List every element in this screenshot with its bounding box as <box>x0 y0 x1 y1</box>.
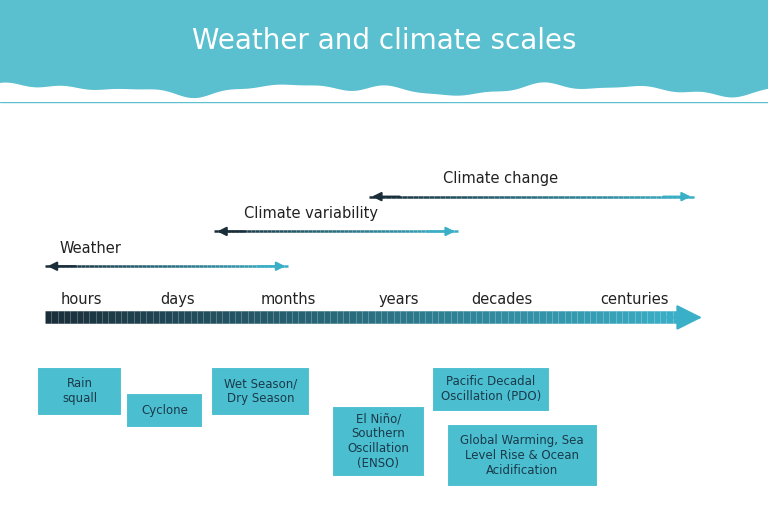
Text: Pacific Decadal
Oscillation (PDO): Pacific Decadal Oscillation (PDO) <box>441 375 541 403</box>
FancyBboxPatch shape <box>333 406 425 477</box>
Text: months: months <box>260 292 316 307</box>
FancyBboxPatch shape <box>38 367 122 416</box>
Text: Global Warming, Sea
Level Rise & Ocean
Acidification: Global Warming, Sea Level Rise & Ocean A… <box>461 434 584 477</box>
Text: Climate variability: Climate variability <box>244 206 378 221</box>
Text: decades: decades <box>472 292 532 307</box>
Text: Weather and climate scales: Weather and climate scales <box>192 27 576 55</box>
Text: Rain
squall: Rain squall <box>62 377 98 405</box>
Text: Cyclone: Cyclone <box>141 404 188 417</box>
Text: days: days <box>161 292 195 307</box>
FancyBboxPatch shape <box>126 393 204 428</box>
FancyBboxPatch shape <box>447 424 598 487</box>
Text: centuries: centuries <box>601 292 669 307</box>
Text: Climate change: Climate change <box>443 172 558 186</box>
Text: years: years <box>379 292 419 307</box>
FancyBboxPatch shape <box>210 367 310 416</box>
Text: El Niño/
Southern
Oscillation
(ENSO): El Niño/ Southern Oscillation (ENSO) <box>348 412 409 471</box>
FancyBboxPatch shape <box>432 367 550 412</box>
Text: Wet Season/
Dry Season: Wet Season/ Dry Season <box>224 377 297 405</box>
Text: Weather: Weather <box>60 241 121 256</box>
Text: hours: hours <box>61 292 102 307</box>
